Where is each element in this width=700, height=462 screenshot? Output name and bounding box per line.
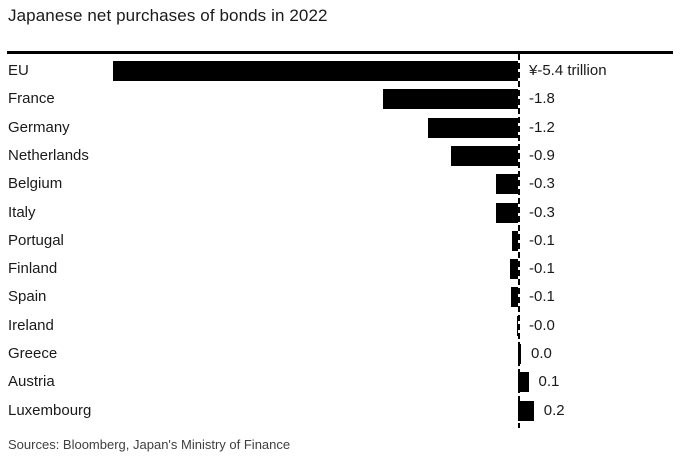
chart-title: Japanese net purchases of bonds in 2022 bbox=[8, 6, 328, 25]
value-label: ¥-5.4 trillion bbox=[529, 62, 607, 79]
category-label: Finland bbox=[8, 260, 58, 278]
category-label: Austria bbox=[8, 373, 55, 391]
value-label: -0.1 bbox=[529, 288, 555, 306]
category-label: Italy bbox=[8, 203, 36, 221]
category-label: Netherlands bbox=[8, 146, 89, 164]
category-label: Belgium bbox=[8, 175, 63, 193]
bar bbox=[383, 89, 518, 110]
category-label: Greece bbox=[8, 345, 58, 362]
bar bbox=[509, 259, 518, 280]
value-label: 0.2 bbox=[543, 401, 565, 419]
value-label: 0.0 bbox=[531, 345, 552, 362]
category-label: Portugal bbox=[8, 231, 64, 249]
category-label: Luxembourg bbox=[8, 401, 92, 419]
category-label: Ireland bbox=[8, 316, 54, 334]
source-note: Sources: Bloomberg, Japan's Ministry of … bbox=[8, 437, 291, 452]
bar bbox=[428, 117, 518, 138]
category-label: EU bbox=[8, 62, 29, 79]
bar bbox=[495, 174, 518, 195]
bar bbox=[510, 287, 518, 308]
value-label: -0.1 bbox=[529, 260, 555, 278]
value-label: -0.3 bbox=[529, 203, 555, 221]
category-label: Germany bbox=[8, 118, 70, 136]
top-rule bbox=[7, 51, 673, 54]
value-label: -0.9 bbox=[529, 146, 555, 164]
category-label: Spain bbox=[8, 288, 47, 306]
zero-axis-line bbox=[518, 54, 520, 428]
value-label: 0.1 bbox=[538, 373, 560, 391]
bar bbox=[516, 315, 518, 336]
bar bbox=[495, 202, 518, 223]
value-label: -0.0 bbox=[529, 316, 555, 334]
bar bbox=[450, 145, 518, 166]
bar bbox=[518, 372, 529, 393]
bar bbox=[518, 344, 521, 364]
value-label: -0.1 bbox=[529, 231, 555, 249]
bar bbox=[518, 400, 534, 421]
value-label: -0.3 bbox=[529, 175, 555, 193]
value-label: -1.8 bbox=[529, 90, 555, 108]
value-label: -1.2 bbox=[529, 118, 555, 136]
category-label: France bbox=[8, 90, 55, 108]
bar bbox=[512, 230, 518, 251]
bar bbox=[113, 61, 518, 81]
